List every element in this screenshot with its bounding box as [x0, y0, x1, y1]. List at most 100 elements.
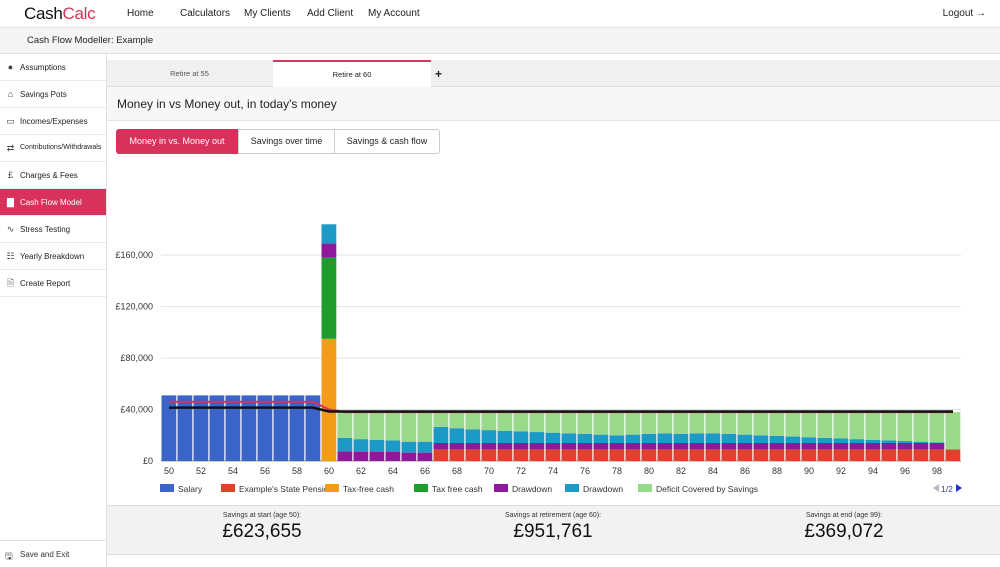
sidebar-item-label: Assumptions — [20, 63, 66, 72]
x-tick-label: 60 — [324, 466, 334, 476]
bar-segment — [625, 449, 641, 461]
savings-summary: Savings at start (age 50): £623,655 Savi… — [107, 505, 1000, 555]
bar-segment — [657, 442, 673, 450]
bar-segment — [465, 429, 481, 443]
logout-link[interactable]: Logout → — [943, 8, 986, 19]
bar-segment — [561, 433, 577, 443]
globe-icon: ● — [7, 62, 14, 72]
legend-swatch — [638, 484, 652, 492]
bar-segment — [481, 449, 497, 461]
bar-segment — [769, 410, 785, 436]
bar-segment — [561, 449, 577, 461]
bar-segment — [817, 437, 833, 443]
logo-text-cash: Cash — [24, 4, 63, 23]
bar-segment — [497, 430, 513, 443]
sidebar-item-savings-pots[interactable]: ⌂ Savings Pots — [0, 81, 106, 108]
bar-segment — [865, 410, 881, 440]
bar-segment — [609, 449, 625, 461]
bar-segment — [449, 410, 465, 429]
bar-segment — [289, 395, 305, 461]
nav-calculators[interactable]: Calculators — [180, 8, 231, 19]
save-and-exit-button[interactable]: 🖫 Save and Exit — [0, 540, 106, 567]
bar-segment — [545, 442, 561, 450]
x-tick-label: 68 — [452, 466, 462, 476]
nav-my-clients[interactable]: My Clients — [244, 8, 291, 19]
breadcrumb: Cash Flow Modeller: Example — [27, 35, 154, 46]
sidebar-item-stress-testing[interactable]: ∿ Stress Testing — [0, 216, 106, 243]
nav-add-client[interactable]: Add Client — [307, 8, 354, 19]
sidebar-item-yearly-breakdown[interactable]: ☷ Yearly Breakdown — [0, 243, 106, 270]
bar-segment — [737, 434, 753, 443]
bar-segment — [337, 451, 353, 461]
nav-home[interactable]: Home — [127, 8, 154, 19]
summary-end-caption: Savings at end (age 99): — [805, 512, 883, 519]
bar-segment — [369, 412, 385, 440]
bar-segment — [241, 395, 257, 461]
legend-swatch — [221, 484, 235, 492]
sidebar-item-assumptions[interactable]: ● Assumptions — [0, 54, 106, 81]
bar-segment — [625, 434, 641, 443]
bar-segment — [513, 449, 529, 461]
bar-segment — [753, 410, 769, 436]
bar-segment — [913, 441, 929, 443]
bar-segment — [481, 410, 497, 431]
bar-segment — [577, 449, 593, 461]
bar-segment — [497, 442, 513, 450]
x-tick-label: 80 — [644, 466, 654, 476]
bar-segment — [945, 412, 961, 450]
x-tick-label: 62 — [356, 466, 366, 476]
logout-label: Logout — [942, 8, 974, 19]
money-in-vs-money-out-button[interactable]: Money in vs. Money out — [116, 129, 238, 154]
savings-and-cash-flow-button[interactable]: Savings & cash flow — [334, 129, 440, 154]
bar-segment — [577, 442, 593, 450]
cashcalc-logo[interactable]: CashCalc — [24, 4, 96, 24]
sidebar-item-incomes-expenses[interactable]: ▭ Incomes/Expenses — [0, 108, 106, 135]
bar-segment — [433, 449, 449, 461]
x-tick-label: 98 — [932, 466, 942, 476]
logout-icon: → — [976, 8, 986, 19]
legend-next-icon — [956, 484, 962, 492]
tab-retire-at-55[interactable]: Retire at 55 — [170, 69, 209, 78]
bar-segment — [705, 433, 721, 443]
sidebar-item-cash-flow-model[interactable]: ▇ Cash Flow Model — [0, 189, 106, 216]
bar-segment — [833, 438, 849, 443]
bar-segment — [529, 449, 545, 461]
bar-segment — [417, 452, 433, 461]
add-tab-button[interactable]: + — [435, 67, 443, 81]
bar-segment — [673, 449, 689, 461]
y-tick-label: £160,000 — [115, 250, 153, 260]
sidebar-item-contributions-withdrawals[interactable]: ⇄ Contributions/Withdrawals — [0, 135, 106, 162]
bar-segment — [465, 442, 481, 450]
bar-segment — [305, 395, 321, 461]
sidebar-item-create-report[interactable]: 🗎 Create Report — [0, 270, 106, 297]
savings-over-time-button[interactable]: Savings over time — [238, 129, 335, 154]
sidebar-item-charges-fees[interactable]: £ Charges & Fees — [0, 162, 106, 189]
x-tick-label: 66 — [420, 466, 430, 476]
bar-segment — [209, 395, 225, 461]
bar-segment — [785, 442, 801, 450]
bar-segment — [817, 449, 833, 461]
bar-segment — [689, 442, 705, 450]
bar-segment — [641, 449, 657, 461]
bar-segment — [913, 410, 929, 442]
tab-retire-at-60[interactable]: Retire at 60 — [273, 60, 431, 88]
bar-segment — [481, 430, 497, 443]
bar-segment — [801, 442, 817, 450]
summary-start: Savings at start (age 50): £623,655 — [137, 512, 387, 543]
money-out-line — [169, 406, 953, 413]
summary-retirement: Savings at retirement (age 60): £951,761 — [428, 512, 678, 543]
bar-segment — [833, 442, 849, 450]
chart-heading-bar: Money in vs Money out, in today's money — [107, 87, 1000, 121]
x-tick-label: 76 — [580, 466, 590, 476]
bar-segment — [353, 439, 369, 452]
bar-segment — [881, 440, 897, 443]
sidebar-item-label: Cash Flow Model — [20, 198, 82, 207]
bar-segment — [881, 410, 897, 441]
bar-segment — [865, 442, 881, 450]
bar-segment — [673, 433, 689, 443]
bar-segment — [945, 449, 961, 461]
money-icon: ▭ — [6, 116, 15, 126]
bar-segment — [433, 426, 449, 443]
nav-my-account[interactable]: My Account — [368, 8, 420, 19]
bar-segment — [705, 410, 721, 434]
